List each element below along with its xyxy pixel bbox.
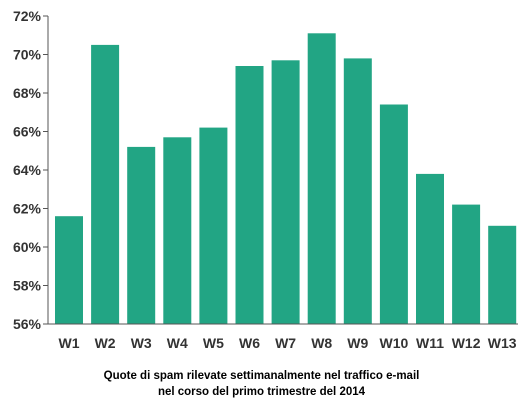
bar-w8: [307, 33, 336, 325]
y-tick-label: 72%: [13, 8, 42, 24]
y-tick-label: 58%: [13, 278, 42, 294]
bar-w10: [379, 104, 408, 324]
y-tick-label: 70%: [13, 47, 42, 63]
x-axis: W1 W2 W3 W4 W5 W6 W7 W8 W9 W10 W11 W12 W13: [48, 323, 518, 351]
y-tick-label: 66%: [13, 124, 42, 140]
bar-w2: [91, 44, 120, 325]
x-tick-label: W7: [275, 335, 296, 351]
y-tick-label: 56%: [13, 316, 42, 332]
bar-w11: [416, 173, 444, 324]
x-tick-label: W13: [488, 335, 517, 351]
x-tick-label: W6: [239, 335, 260, 351]
x-tick-label: W4: [167, 335, 188, 351]
x-tick-label: W8: [311, 335, 332, 351]
x-tick-label: W10: [380, 335, 409, 351]
chart-caption: Quote di spam rilevate settimanalmente n…: [0, 368, 523, 400]
bar-w5: [199, 127, 228, 324]
y-tick-label: 60%: [13, 239, 42, 255]
y-tick-label: 62%: [13, 201, 42, 217]
bar-w6: [235, 66, 264, 324]
x-tick-label: W11: [416, 335, 444, 351]
x-tick-label: W9: [347, 335, 368, 351]
caption-line-2: nel corso del primo trimestre del 2014: [157, 386, 366, 398]
bar-w13: [488, 225, 517, 324]
bar-w3: [127, 146, 156, 324]
y-tick-label: 68%: [13, 85, 42, 101]
x-tick-label: W3: [131, 335, 152, 351]
bar-w9: [343, 58, 372, 325]
bar-w12: [452, 204, 481, 324]
bars-group: [55, 33, 517, 325]
x-tick-label: W2: [95, 335, 116, 351]
x-tick-label: W12: [452, 335, 481, 351]
caption-line-1: Quote di spam rilevate settimanalmente n…: [103, 370, 420, 382]
x-tick-label: W5: [203, 335, 224, 351]
y-axis: 56% 58% 60% 62% 64% 66% 68% 70% 72%: [13, 8, 49, 332]
y-tick-label: 64%: [13, 162, 42, 178]
bar-w1: [55, 216, 83, 324]
bar-w7: [271, 60, 300, 325]
x-tick-label: W1: [59, 335, 80, 351]
bar-w4: [163, 137, 192, 324]
